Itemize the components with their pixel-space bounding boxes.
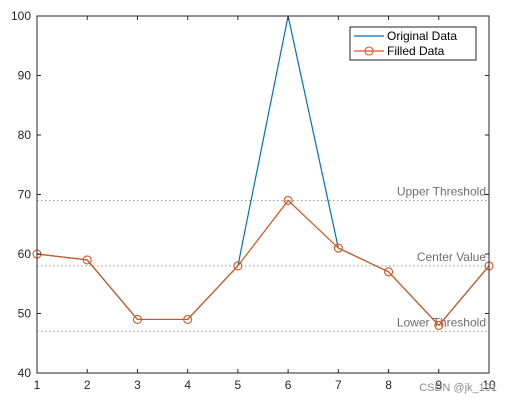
x-tick-label: 4 [184, 378, 191, 392]
x-tick-label: 8 [385, 378, 392, 392]
legend: Original Data Filled Data [349, 26, 477, 61]
x-tick-label: 6 [285, 378, 292, 392]
watermark-text: CSDN @jk_101 [419, 382, 497, 394]
x-tick-label: 9 [435, 378, 442, 392]
x-tick-label: 5 [235, 378, 242, 392]
data-point-marker [434, 320, 444, 330]
data-point-marker [183, 314, 193, 325]
reference-line-label: Upper Threshold [397, 184, 486, 198]
data-point-marker [82, 255, 92, 265]
x-tick-label: 10 [482, 378, 496, 392]
x-tick-label: 3 [134, 378, 141, 392]
y-tick-label: 50 [18, 307, 32, 321]
data-point-marker [132, 314, 142, 325]
x-tick-label: 2 [84, 378, 91, 392]
axis-ticks: 1 2 3 4 5 6 7 8 9 10 40 50 60 70 80 90 100 [11, 9, 496, 392]
y-tick-label: 40 [18, 366, 32, 380]
legend-label-original-data: Original Data [387, 29, 457, 43]
y-tick-label: 60 [18, 247, 32, 261]
x-tick-label: 7 [335, 378, 342, 392]
data-point-marker [283, 195, 293, 205]
reference-line-label: Center Value [417, 250, 486, 264]
y-tick-label: 70 [18, 188, 32, 202]
series-lines [32, 15, 494, 330]
series-line [36, 199, 490, 327]
y-tick-label: 80 [18, 128, 32, 142]
y-tick-label: 90 [18, 69, 32, 83]
y-tick-label: 100 [11, 9, 31, 23]
data-point-marker [333, 243, 343, 253]
data-point-marker [384, 267, 394, 277]
x-tick-label: 1 [34, 378, 41, 392]
legend-label-filled-data: Filled Data [387, 44, 445, 58]
legend-marker-filled-data [364, 46, 374, 56]
data-point-marker [233, 261, 243, 271]
